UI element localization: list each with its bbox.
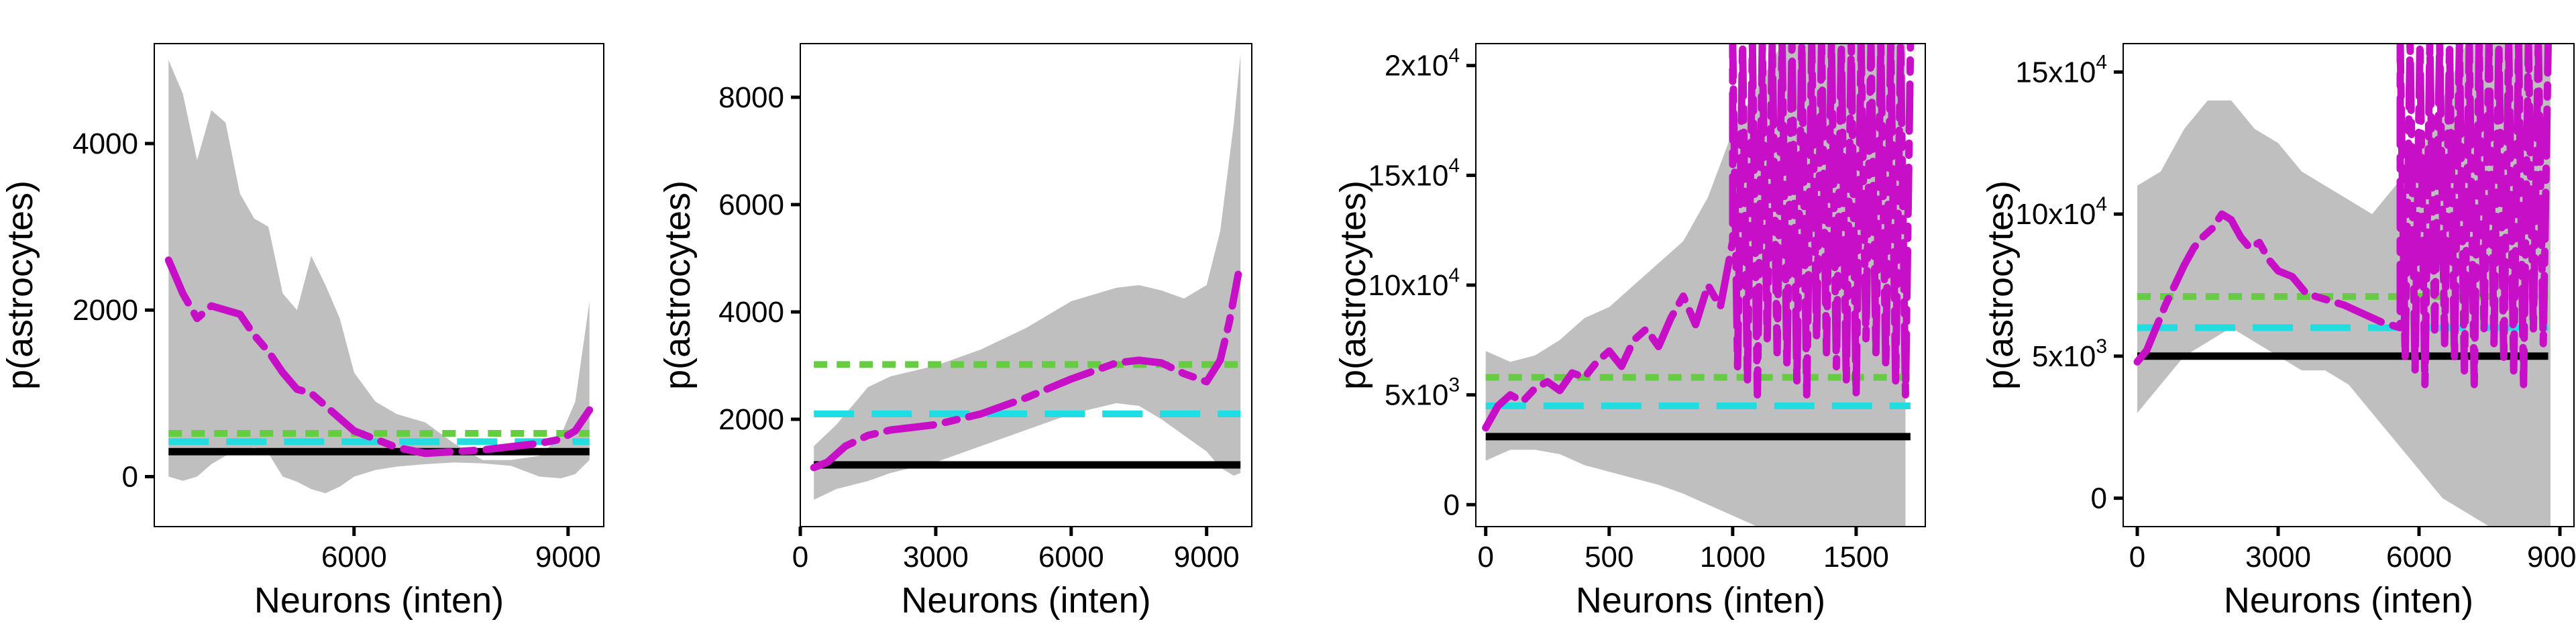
plot-frame <box>800 43 1252 527</box>
y-axis-title: p(astrocytes) <box>1333 180 1373 390</box>
x-tick-label: 1000 <box>1700 541 1766 574</box>
y-tick-label: 2000 <box>718 403 784 436</box>
x-tick-label: 0 <box>792 541 808 574</box>
y-tick-base: 10x10 <box>2015 198 2096 231</box>
plot-area <box>2133 44 2552 527</box>
y-tick-exponent: 4 <box>1448 264 1460 286</box>
plot-frame <box>154 43 604 527</box>
y-tick-exponent: 4 <box>2096 193 2107 215</box>
y-tick-base: 0 <box>122 461 138 494</box>
x-tick-label: 9000 <box>535 541 601 574</box>
y-tick-label: 2x104 <box>1385 45 1460 83</box>
panel-1: 6000 9000 0 2000 4000 Neurons (inten) p(astroc… <box>0 43 604 621</box>
y-tick-label: 15x104 <box>1368 154 1460 192</box>
panel-3: 0 500 1000 150005x10310x10415x1042x104Neuro… <box>1333 43 1926 621</box>
y-tick-exponent: 4 <box>2096 51 2107 73</box>
y-tick-base: 0 <box>1444 488 1460 521</box>
y-tick-label: 10x104 <box>1368 264 1460 302</box>
plot-area <box>1482 44 1915 527</box>
x-tick-label: 0 <box>2129 541 2145 574</box>
y-tick-label: 4000 <box>718 296 784 329</box>
y-tick-exponent: 3 <box>1448 374 1460 396</box>
x-tick-label: 1500 <box>1823 541 1889 574</box>
y-tick-base: 5x10 <box>2032 340 2096 373</box>
y-tick-base: 5x10 <box>1385 379 1448 412</box>
y-tick-label: 8000 <box>718 81 784 114</box>
smoothed-trend-line <box>810 270 1242 472</box>
x-axis-title: Neurons (inten) <box>2224 580 2473 621</box>
smoothed-trend-line <box>164 256 594 458</box>
y-tick-base: 2x10 <box>1385 50 1448 83</box>
y-tick-label: 0 <box>122 461 138 494</box>
y-tick-base: 4000 <box>718 296 784 329</box>
panel-4: 030006000900005x10310x10415x104Neurons (… <box>1980 43 2576 621</box>
x-axis-title: Neurons (inten) <box>254 580 504 621</box>
x-tick-label: 9000 <box>1174 541 1240 574</box>
x-tick-label: 6000 <box>2386 541 2452 574</box>
y-tick-base: 2000 <box>718 403 784 436</box>
y-tick-label: 2000 <box>72 294 138 327</box>
y-tick-label: 10x104 <box>2015 193 2107 231</box>
y-axis-title: p(astrocytes) <box>657 180 698 390</box>
y-axis-title: p(astrocytes) <box>1980 180 2021 390</box>
y-tick-base: 0 <box>2091 482 2107 515</box>
x-tick-label: 3000 <box>903 541 969 574</box>
y-tick-exponent: 4 <box>1448 154 1460 176</box>
y-tick-base: 8000 <box>718 81 784 114</box>
smoothed-trend-line <box>2133 44 2552 388</box>
x-tick-label: 9000 <box>2527 541 2576 574</box>
smoothed-trend-line <box>1482 44 1915 432</box>
y-tick-label: 0 <box>2091 482 2107 515</box>
y-tick-exponent: 3 <box>2096 335 2107 358</box>
x-tick-label: 6000 <box>321 541 387 574</box>
confidence-band <box>168 60 590 494</box>
y-tick-label: 4000 <box>72 127 138 160</box>
y-tick-label: 0 <box>1444 488 1460 521</box>
y-tick-base: 15x10 <box>2015 56 2096 89</box>
y-tick-exponent: 4 <box>1448 45 1460 67</box>
plot-area <box>164 60 594 494</box>
panel-2: 0 3000 6000 9000 2000 4000 6000 8000 Neurons (in… <box>657 43 1252 621</box>
x-tick-label: 3000 <box>2245 541 2311 574</box>
y-axis-title: p(astrocytes) <box>0 180 40 390</box>
x-tick-label: 500 <box>1585 541 1633 574</box>
x-axis-title: Neurons (inten) <box>901 580 1150 621</box>
x-tick-label: 6000 <box>1038 541 1104 574</box>
plot-frame <box>2123 43 2575 527</box>
y-tick-base: 2000 <box>72 294 138 327</box>
x-tick-label: 0 <box>1477 541 1493 574</box>
y-tick-label: 5x103 <box>2032 335 2107 373</box>
y-tick-label: 15x104 <box>2015 51 2107 89</box>
y-tick-label: 5x103 <box>1385 374 1460 412</box>
y-tick-base: 15x10 <box>1368 159 1448 192</box>
y-tick-base: 6000 <box>718 189 784 221</box>
y-tick-base: 4000 <box>72 127 138 160</box>
confidence-band <box>814 54 1241 500</box>
x-axis-title: Neurons (inten) <box>1576 580 1825 621</box>
plot-area <box>810 54 1242 500</box>
y-tick-label: 6000 <box>718 189 784 221</box>
y-tick-base: 10x10 <box>1368 269 1448 302</box>
